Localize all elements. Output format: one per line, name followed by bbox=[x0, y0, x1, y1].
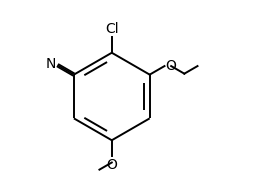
Text: Cl: Cl bbox=[105, 22, 119, 36]
Text: O: O bbox=[106, 157, 117, 172]
Text: O: O bbox=[165, 59, 176, 73]
Text: N: N bbox=[45, 57, 56, 71]
